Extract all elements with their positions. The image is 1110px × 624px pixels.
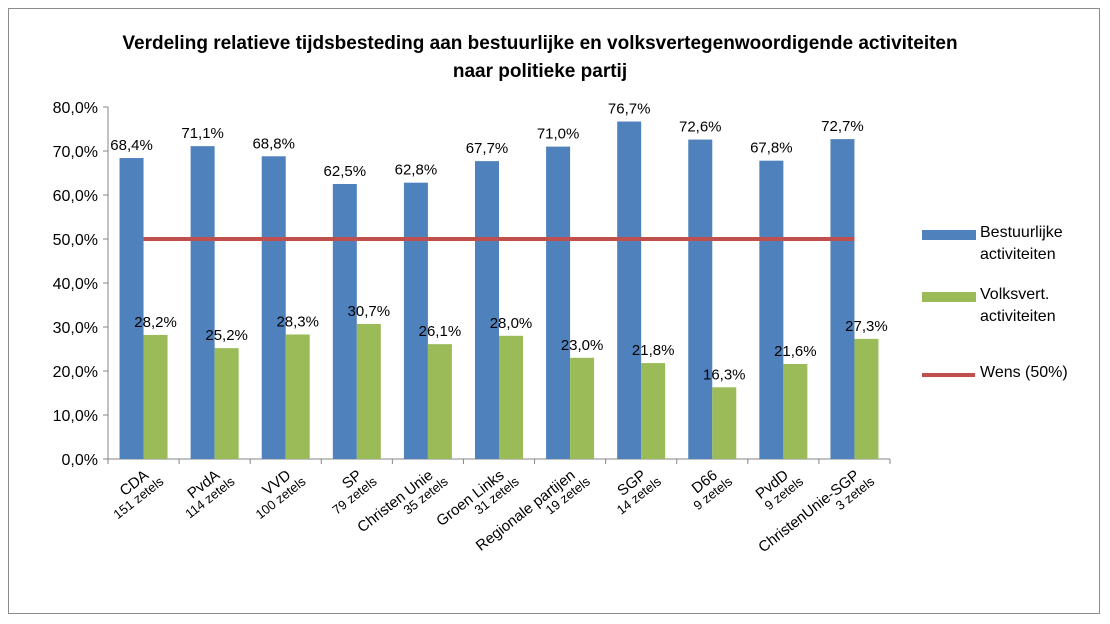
data-label: 28,0% (490, 315, 533, 332)
chart-frame (8, 8, 1100, 614)
y-tick-label: 50,0% (53, 232, 98, 249)
bar (712, 387, 737, 459)
bar (783, 363, 808, 459)
data-label: 68,8% (252, 135, 295, 152)
data-label: 67,7% (466, 140, 509, 157)
legend-label: Wens (50%) (980, 364, 1068, 381)
bar (403, 182, 428, 459)
bar (261, 156, 286, 459)
bar (475, 161, 499, 459)
bar (759, 160, 784, 459)
data-label: 72,7% (821, 118, 864, 135)
bar (830, 139, 855, 459)
bar (285, 334, 310, 459)
data-label: 25,2% (205, 327, 248, 344)
data-label: 71,1% (181, 125, 224, 142)
data-label: 21,6% (774, 343, 817, 360)
data-label: 23,0% (561, 337, 604, 354)
data-label: 21,8% (632, 342, 675, 359)
chart-title: Verdeling relatieve tijdsbesteding aan b… (122, 33, 958, 82)
data-label: 76,7% (608, 101, 651, 118)
data-label: 30,7% (348, 303, 391, 320)
data-label: 26,1% (419, 323, 462, 340)
data-label: 72,6% (679, 119, 722, 136)
data-label: 28,3% (276, 313, 319, 330)
bar (570, 357, 595, 459)
bar (688, 139, 713, 459)
data-label: 28,2% (134, 314, 177, 331)
data-label: 68,4% (110, 137, 153, 154)
bar (190, 146, 215, 459)
bar (427, 344, 452, 459)
data-label: 62,8% (395, 162, 438, 179)
y-tick-label: 20,0% (53, 364, 98, 381)
bar (546, 146, 571, 459)
y-tick-label: 80,0% (53, 100, 98, 117)
bar (499, 335, 523, 459)
y-tick-label: 30,0% (53, 320, 98, 337)
y-tick-label: 40,0% (53, 276, 98, 293)
y-tick-label: 0,0% (62, 452, 98, 469)
y-tick-label: 10,0% (53, 408, 98, 425)
bar (356, 323, 381, 459)
bar (143, 334, 168, 459)
bar (617, 121, 642, 460)
bar (332, 184, 357, 459)
data-label: 16,3% (703, 366, 746, 383)
bar (214, 348, 239, 459)
data-label: 62,5% (324, 163, 367, 180)
bar (119, 158, 144, 460)
legend-label: Bestuurlijke activiteiten (980, 224, 1063, 263)
y-tick-label: 60,0% (53, 188, 98, 205)
legend-label: Volksvert. activiteiten (980, 286, 1056, 325)
bar (641, 363, 666, 459)
data-label: 27,3% (845, 318, 888, 335)
data-label: 67,8% (750, 140, 793, 157)
legend-marker (922, 292, 976, 302)
legend-marker (922, 230, 976, 240)
bar (854, 338, 879, 459)
y-tick-label: 70,0% (53, 144, 98, 161)
data-label: 71,0% (537, 126, 580, 143)
